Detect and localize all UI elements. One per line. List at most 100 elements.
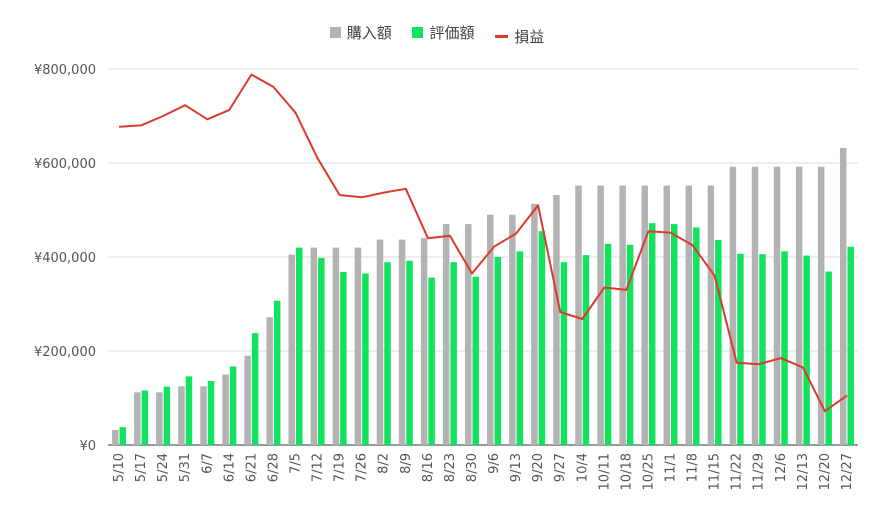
bar-valuation[interactable] <box>340 272 347 445</box>
bar-purchase[interactable] <box>663 185 671 445</box>
x-tick-label: 5/31 <box>178 453 193 482</box>
legend-item-valuation[interactable]: 評価額 <box>412 22 475 43</box>
legend-label-profit: 損益 <box>514 28 545 46</box>
x-tick-label: 8/16 <box>421 453 436 482</box>
bar-valuation[interactable] <box>119 427 127 445</box>
bar-valuation[interactable] <box>428 277 435 445</box>
bar-purchase[interactable] <box>156 392 163 445</box>
bar-purchase[interactable] <box>266 317 273 445</box>
x-tick-label: 6/14 <box>222 453 237 482</box>
bar-purchase[interactable] <box>420 238 428 445</box>
x-tick-label: 6/21 <box>244 453 259 482</box>
bar-purchase[interactable] <box>619 185 626 445</box>
x-tick-label: 8/23 <box>443 453 458 482</box>
bar-valuation[interactable] <box>648 223 656 445</box>
x-tick-label: 7/19 <box>333 453 348 482</box>
bar-valuation[interactable] <box>229 366 237 445</box>
bar-valuation[interactable] <box>693 227 700 445</box>
bar-valuation[interactable] <box>516 251 524 445</box>
bar-valuation[interactable] <box>737 253 744 445</box>
bar-valuation[interactable] <box>759 254 766 445</box>
legend-swatch-purchase <box>329 27 341 38</box>
bar-valuation[interactable] <box>494 257 502 445</box>
bar-valuation[interactable] <box>251 333 259 445</box>
bar-valuation[interactable] <box>825 271 832 445</box>
bar-valuation[interactable] <box>163 386 171 445</box>
bar-purchase[interactable] <box>817 166 825 445</box>
bar-valuation[interactable] <box>604 243 612 445</box>
x-tick-label: 9/20 <box>531 453 546 482</box>
bar-purchase[interactable] <box>795 166 803 445</box>
x-tick-label: 11/8 <box>686 453 701 482</box>
x-tick-label: 12/13 <box>796 453 811 490</box>
x-tick-label: 7/5 <box>289 453 304 474</box>
bar-purchase[interactable] <box>487 214 494 445</box>
legend-swatch-valuation <box>412 27 424 38</box>
bar-valuation[interactable] <box>450 262 457 445</box>
x-tick-label: 10/4 <box>575 453 590 482</box>
bar-purchase[interactable] <box>442 224 450 445</box>
x-tick-label: 10/25 <box>641 453 656 490</box>
bar-purchase[interactable] <box>773 166 781 445</box>
x-tick-label: 9/27 <box>553 453 568 482</box>
bar-purchase[interactable] <box>310 247 318 445</box>
bar-purchase[interactable] <box>464 224 472 445</box>
bar-valuation[interactable] <box>803 255 810 445</box>
bar-valuation[interactable] <box>538 231 546 445</box>
x-tick-label: 5/17 <box>134 453 149 482</box>
bar-purchase[interactable] <box>575 185 582 445</box>
bar-purchase[interactable] <box>839 147 847 445</box>
x-tick-label: 12/20 <box>818 453 833 490</box>
bar-valuation[interactable] <box>626 244 634 445</box>
bar-purchase[interactable] <box>729 166 737 445</box>
bar-purchase[interactable] <box>685 185 693 445</box>
x-tick-label: 6/7 <box>200 453 215 474</box>
bar-valuation[interactable] <box>472 276 479 445</box>
bar-purchase[interactable] <box>641 185 648 445</box>
bar-purchase[interactable] <box>288 254 296 445</box>
bar-purchase[interactable] <box>597 185 604 445</box>
bar-valuation[interactable] <box>781 251 788 445</box>
x-tick-label: 9/6 <box>487 453 502 474</box>
x-tick-label: 9/13 <box>509 453 524 482</box>
bar-purchase[interactable] <box>398 239 406 445</box>
bar-valuation[interactable] <box>847 246 854 445</box>
bar-valuation[interactable] <box>296 247 303 445</box>
bar-purchase[interactable] <box>531 203 538 445</box>
bar-purchase[interactable] <box>376 239 384 445</box>
bar-purchase[interactable] <box>707 185 715 445</box>
bar-purchase[interactable] <box>354 247 362 445</box>
x-tick-label: 12/27 <box>840 453 855 490</box>
x-tick-label: 5/10 <box>112 453 127 482</box>
y-tick-label: ¥600,000 <box>34 157 96 172</box>
line-profit[interactable] <box>118 73 848 413</box>
x-tick-label: 8/2 <box>377 453 392 474</box>
bar-valuation[interactable] <box>207 381 215 445</box>
legend-item-profit[interactable]: 損益 <box>495 26 544 47</box>
bar-purchase[interactable] <box>134 392 141 445</box>
legend-label-valuation: 評価額 <box>429 24 475 42</box>
bar-purchase[interactable] <box>509 214 516 445</box>
bar-valuation[interactable] <box>560 262 568 445</box>
bar-valuation[interactable] <box>318 257 325 445</box>
bar-purchase[interactable] <box>244 355 251 445</box>
bar-valuation[interactable] <box>671 224 678 445</box>
bar-valuation[interactable] <box>406 260 413 445</box>
bar-purchase[interactable] <box>222 374 229 446</box>
bar-valuation[interactable] <box>582 255 590 445</box>
bar-valuation[interactable] <box>362 273 369 445</box>
bar-purchase[interactable] <box>112 429 119 445</box>
bar-valuation[interactable] <box>715 240 722 445</box>
bar-valuation[interactable] <box>141 390 149 445</box>
bar-purchase[interactable] <box>178 386 185 445</box>
bar-purchase[interactable] <box>751 166 759 445</box>
bar-valuation[interactable] <box>185 376 193 445</box>
bar-valuation[interactable] <box>273 300 281 445</box>
bar-purchase[interactable] <box>332 247 340 445</box>
bar-purchase[interactable] <box>553 194 560 445</box>
legend-item-purchase[interactable]: 購入額 <box>329 22 392 43</box>
bar-purchase[interactable] <box>200 386 207 445</box>
x-tick-label: 7/12 <box>311 453 326 482</box>
bar-valuation[interactable] <box>384 262 391 445</box>
